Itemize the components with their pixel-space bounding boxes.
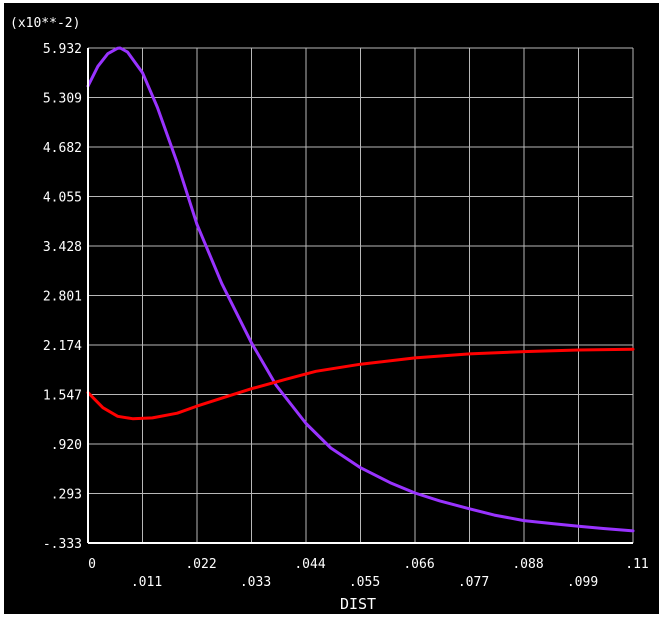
y-tick-label: 2.174 xyxy=(43,339,82,354)
line-chart: (x10**-2) -.333 .293 .920 1.547 2.174 2.801 3.… xyxy=(10,16,649,613)
y-tick-label: -.333 xyxy=(43,537,82,552)
y-tick-label: 2.801 xyxy=(43,290,82,305)
y-tick-label: .920 xyxy=(51,438,82,453)
scale-label: (x10**-2) xyxy=(10,16,80,31)
x-tick-label: .11 xyxy=(625,557,648,572)
axes xyxy=(87,48,633,544)
x-axis-title: DIST xyxy=(340,595,376,613)
plot-frame: (x10**-2) -.333 .293 .920 1.547 2.174 2.801 3.… xyxy=(4,3,659,614)
y-tick-label: 5.309 xyxy=(43,92,82,107)
y-tick-label: 3.428 xyxy=(43,240,82,255)
y-tick-label: 4.682 xyxy=(43,141,82,156)
y-tick-label: 5.932 xyxy=(43,42,82,57)
series-line-2 xyxy=(86,347,635,421)
x-tick-label: .044 xyxy=(294,557,325,572)
y-tick-label: 1.547 xyxy=(43,389,82,404)
x-tick-label: .022 xyxy=(185,557,216,572)
x-tick-label: .055 xyxy=(349,575,380,590)
x-tick-label: .033 xyxy=(240,575,271,590)
x-tick-label: 0 xyxy=(88,557,96,572)
x-tick-label: .099 xyxy=(567,575,598,590)
x-tick-label: .088 xyxy=(512,557,543,572)
x-tick-label: .011 xyxy=(131,575,162,590)
grid-lines xyxy=(88,47,634,543)
y-tick-label: 4.055 xyxy=(43,191,82,206)
series-line-1 xyxy=(86,46,635,533)
y-tick-label: .293 xyxy=(51,488,82,503)
x-tick-label: .066 xyxy=(403,557,434,572)
tick-labels: -.333 .293 .920 1.547 2.174 2.801 3.428 4.055 4.… xyxy=(43,42,649,590)
series-lines xyxy=(86,46,635,533)
x-tick-label: .077 xyxy=(458,575,489,590)
